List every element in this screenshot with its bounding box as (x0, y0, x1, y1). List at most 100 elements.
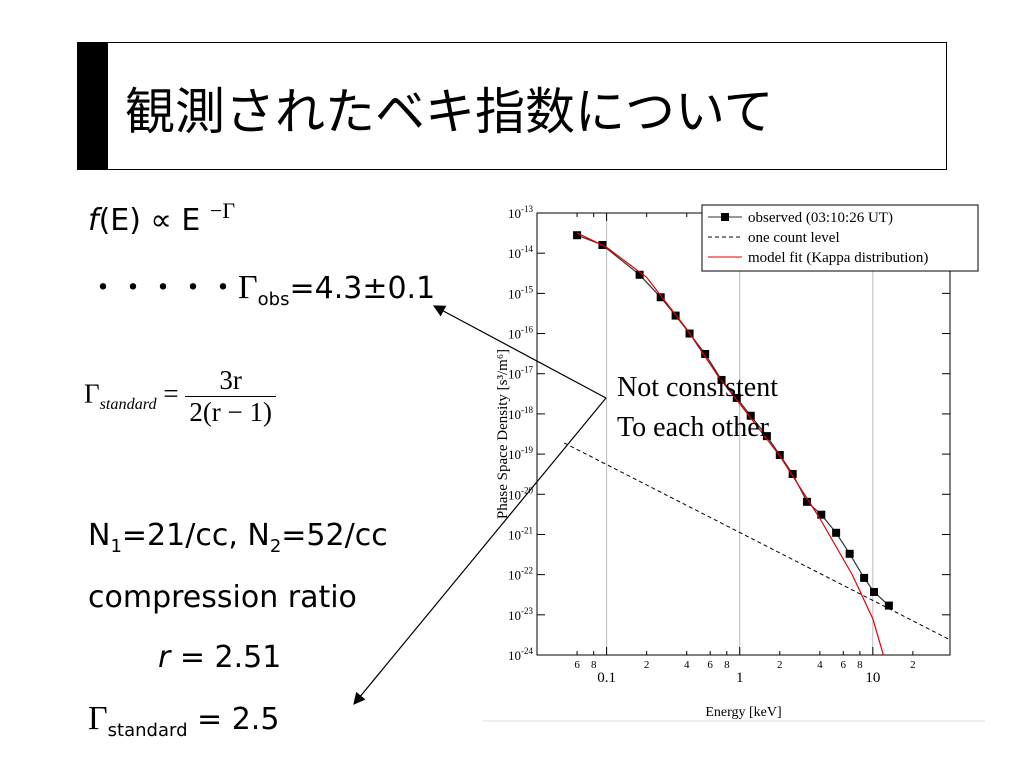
title-bar (77, 42, 108, 170)
data-point (762, 432, 771, 441)
text: obs (257, 289, 290, 310)
x-tick-label: 4 (817, 659, 823, 671)
y-tick-exponent: -19 (521, 445, 533, 455)
y-tick-exponent: -21 (521, 525, 533, 535)
data-point (635, 270, 644, 279)
y-tick-exponent: -23 (521, 606, 533, 616)
data-point (656, 293, 665, 302)
annotation: To each other (617, 412, 769, 443)
text: standard (99, 395, 157, 414)
text: r (158, 640, 171, 675)
text: f (88, 203, 99, 238)
y-tick-label: 10-15 (508, 284, 533, 301)
denominator: 2(r − 1) (189, 397, 273, 427)
x-tick-label: 6 (841, 659, 847, 671)
y-tick-exponent: -22 (521, 566, 533, 576)
y-tick-base: 10 (508, 568, 521, 583)
y-tick-exponent: -15 (521, 284, 533, 294)
y-tick-label: 10-17 (508, 365, 533, 382)
text: 2 (269, 536, 282, 557)
x-tick-label: 0.1 (597, 670, 616, 686)
y-tick-label: 10-21 (508, 525, 533, 542)
y-tick-label: 10-20 (508, 485, 533, 502)
y-tick-exponent: -18 (521, 405, 533, 415)
legend-label: observed (03:10:26 UT) (748, 210, 893, 226)
y-tick-exponent: -16 (521, 325, 533, 335)
data-point (860, 573, 869, 582)
legend-label: model fit (Kappa distribution) (748, 250, 928, 266)
data-point (573, 231, 582, 240)
numerator: 3r (185, 365, 277, 397)
formula: Γstandard = 3r 2(r − 1) (84, 365, 277, 428)
y-tick-label: 10-19 (508, 445, 533, 462)
y-tick-label: 10-23 (508, 606, 533, 623)
x-tick-label: 2 (910, 659, 916, 671)
data-point (802, 497, 811, 506)
slide-title: 観測されたベキ指数について (125, 83, 774, 141)
text: 1 (110, 536, 122, 557)
y-tick-base: 10 (508, 527, 521, 542)
legend-marker (721, 213, 729, 221)
plot: 6 80.12 4 6 812 4 6 810210-1310-1410-1510-1610-… (495, 204, 979, 720)
data-point (701, 349, 710, 358)
text: standard (107, 720, 188, 741)
data-point (884, 601, 893, 610)
data-point (869, 587, 878, 596)
text: = (156, 378, 186, 409)
text: =21/cc, N (121, 518, 270, 553)
data-point (788, 469, 797, 478)
text: =4.3±0.1 (289, 271, 436, 306)
series-line (576, 232, 884, 655)
series-line (563, 442, 950, 641)
y-tick-base: 10 (508, 246, 521, 261)
text: = 2.51 (170, 640, 282, 675)
x-tick-label: 6 (574, 659, 580, 671)
x-tick-label: 8 (591, 659, 597, 671)
y-axis-label: Phase Space Density [s³/m⁶] (495, 349, 511, 519)
x-tick-label: 2 (777, 659, 783, 671)
data-point (845, 549, 854, 558)
x-tick-label: 6 (707, 659, 713, 671)
text: (E) ∝ E (98, 203, 210, 238)
data-point (732, 393, 741, 402)
text-line: compression ratio (88, 580, 357, 615)
text: ・・・・・ (88, 271, 238, 306)
x-tick-label: 8 (724, 659, 730, 671)
legend-label: one count level (748, 230, 840, 246)
x-axis-label: Energy [keV] (705, 705, 781, 720)
y-tick-label: 10-24 (508, 646, 533, 663)
y-tick-base: 10 (508, 648, 521, 663)
text-line: r = 2.51 (158, 640, 281, 675)
y-tick-exponent: -13 (521, 204, 533, 214)
y-tick-base: 10 (508, 327, 521, 342)
x-tick-label: 2 (644, 659, 650, 671)
x-tick-label: 1 (736, 670, 744, 686)
text: Γ (238, 269, 258, 306)
data-point (832, 528, 841, 537)
y-tick-base: 10 (508, 286, 521, 301)
text-line: ・・・・・Γobs=4.3±0.1 (88, 263, 435, 310)
text: Γ (84, 378, 100, 409)
annotation: Not consistent (617, 372, 778, 403)
y-tick-label: 10-22 (508, 566, 533, 583)
y-tick-exponent: -20 (521, 485, 533, 495)
y-tick-exponent: -17 (521, 365, 533, 375)
y-tick-base: 10 (508, 608, 521, 623)
x-tick-label: 10 (865, 670, 880, 686)
fraction: 3r 2(r − 1) (185, 365, 277, 428)
text: = 2.5 (187, 702, 280, 737)
text: N (88, 518, 111, 553)
text-line: f(E) ∝ E −Γ (88, 198, 235, 238)
y-tick-label: 10-18 (508, 405, 533, 422)
data-point (746, 411, 755, 420)
y-tick-exponent: -24 (521, 646, 533, 656)
y-tick-base: 10 (508, 206, 521, 221)
y-tick-label: 10-13 (508, 204, 533, 221)
text-line: Γstandard = 2.5 (88, 700, 279, 741)
text: compression ratio (88, 580, 357, 615)
x-tick-label: 4 (684, 659, 690, 671)
y-tick-label: 10-16 (508, 325, 533, 342)
x-tick-label: 8 (857, 659, 863, 671)
